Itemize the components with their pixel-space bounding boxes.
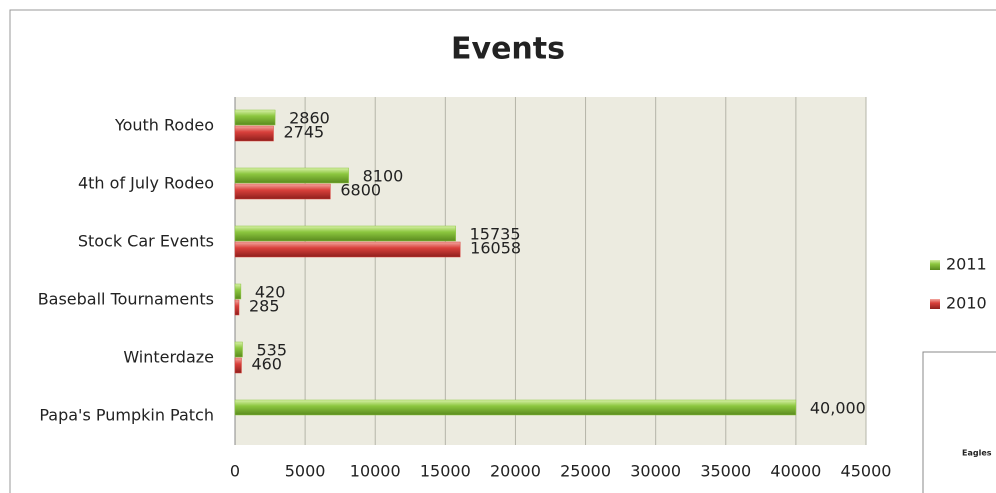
x-tick-label: 45000 — [841, 462, 892, 481]
data-label: 460 — [251, 355, 282, 374]
legend-label: 2010 — [946, 294, 987, 313]
plot-area — [235, 97, 866, 445]
y-tick-label: Winterdaze — [123, 348, 214, 367]
data-label: 2860 — [289, 109, 330, 128]
bar — [234, 299, 240, 316]
embedded-box — [922, 351, 996, 493]
bar — [234, 399, 797, 416]
annotation: Eagles — [962, 449, 992, 458]
x-tick-label: 5000 — [285, 462, 326, 481]
bar — [234, 109, 276, 126]
bar — [234, 241, 461, 258]
x-tick-label: 35000 — [700, 462, 751, 481]
y-tick-label: 4th of July Rodeo — [78, 174, 214, 193]
bar — [234, 357, 242, 374]
y-tick-label: Youth Rodeo — [114, 116, 214, 135]
x-tick-label: 15000 — [420, 462, 471, 481]
x-tick-label: 30000 — [630, 462, 681, 481]
bar — [234, 225, 456, 242]
data-label: 40,000 — [810, 399, 866, 418]
bar — [234, 125, 274, 142]
data-label: 6800 — [340, 181, 381, 200]
x-tick-label: 20000 — [490, 462, 541, 481]
data-label: 16058 — [470, 239, 521, 258]
bar — [234, 341, 243, 358]
y-tick-label: Baseball Tournaments — [38, 290, 214, 309]
x-tick-label: 25000 — [560, 462, 611, 481]
data-label: 8100 — [363, 167, 404, 186]
chart-title: Events — [451, 32, 565, 67]
x-tick-label: 0 — [230, 462, 240, 481]
bar — [234, 167, 349, 184]
bar — [234, 283, 242, 300]
data-label: 2745 — [283, 123, 324, 142]
legend-label: 2011 — [946, 255, 987, 274]
data-label: 535 — [257, 341, 288, 360]
data-label: 285 — [249, 297, 280, 316]
y-tick-label: Stock Car Events — [78, 232, 214, 251]
bar — [234, 183, 331, 200]
y-tick-label: Papa's Pumpkin Patch — [39, 406, 214, 425]
data-label: 15735 — [470, 225, 521, 244]
x-tick-label: 40000 — [770, 462, 821, 481]
data-label: 420 — [255, 283, 286, 302]
legend-swatch — [930, 299, 940, 309]
x-tick-label: 10000 — [350, 462, 401, 481]
legend-swatch — [930, 260, 940, 270]
